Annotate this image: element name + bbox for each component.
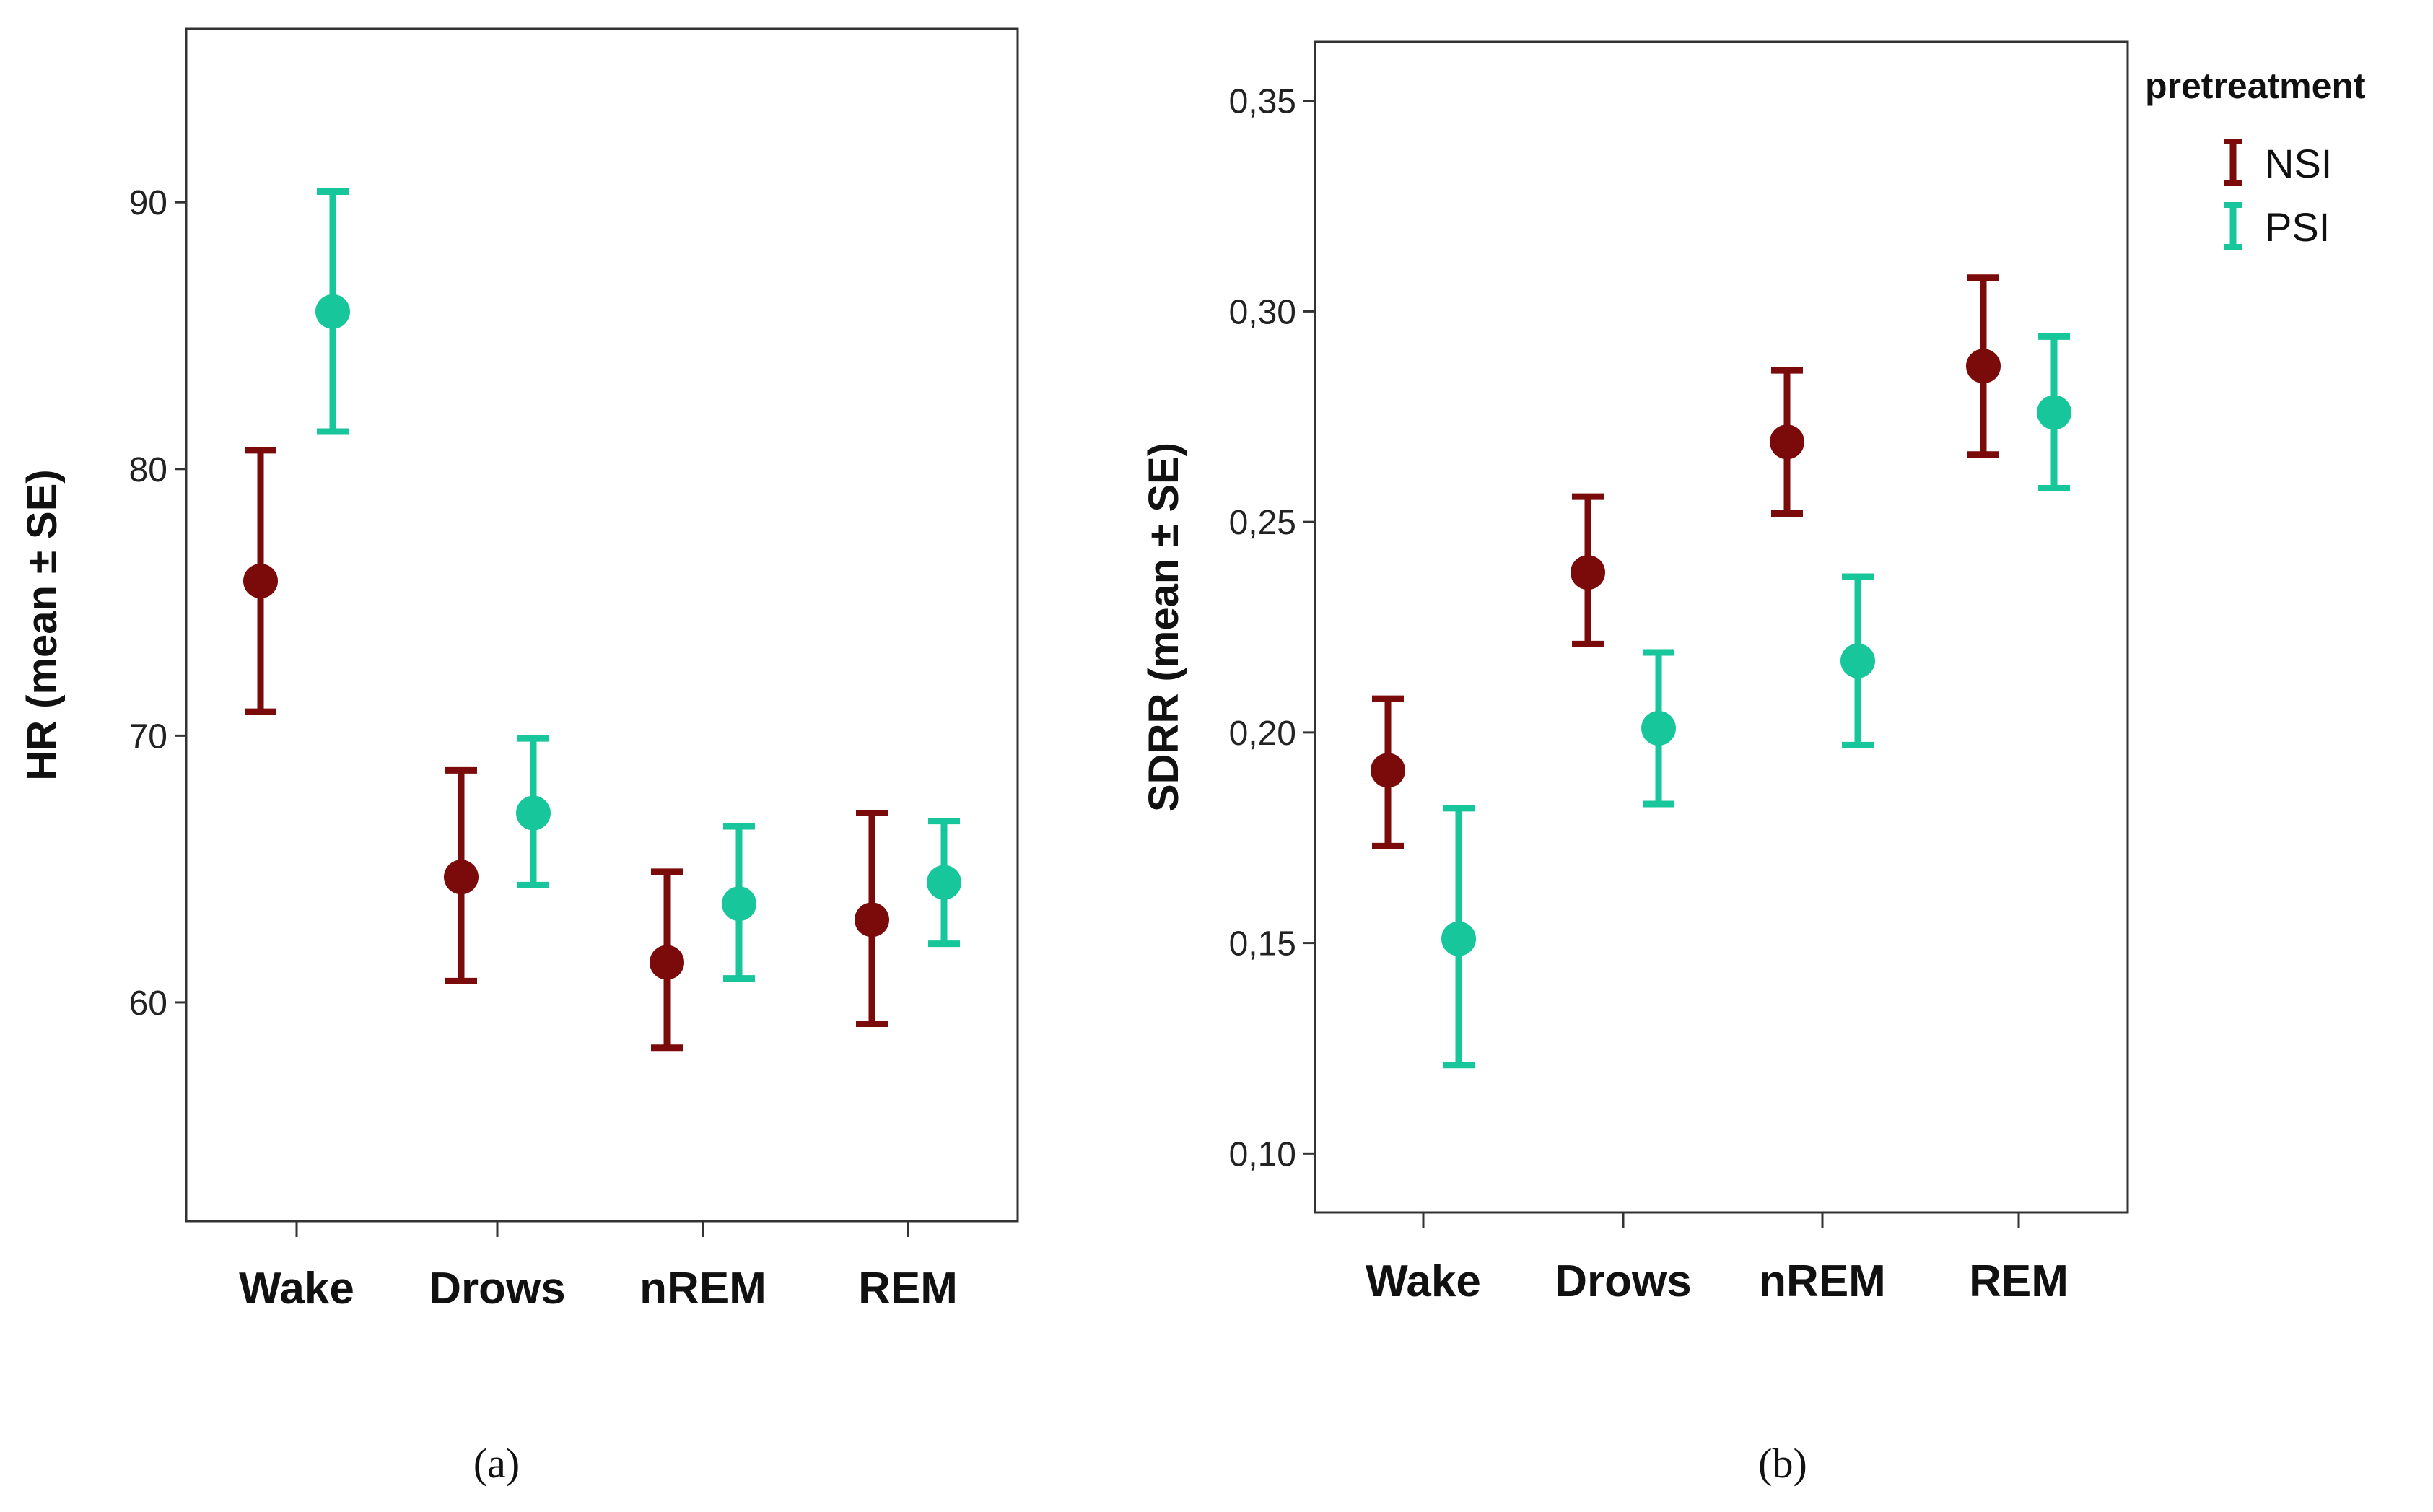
x-category-label: Drows xyxy=(429,1264,565,1314)
mean-point xyxy=(650,945,684,980)
y-tick-label: 0,10 xyxy=(1229,1135,1296,1174)
mean-point xyxy=(315,294,350,329)
legend-item-nsi: NSI xyxy=(2224,139,2332,186)
legend-label: PSI xyxy=(2265,204,2330,250)
series-psi xyxy=(1441,333,2071,1069)
y-tick-label: 0,20 xyxy=(1229,715,1296,753)
legend-title: pretreatment xyxy=(2145,66,2366,106)
y-tick-label: 0,25 xyxy=(1229,504,1296,542)
x-category-label: nREM xyxy=(639,1264,766,1314)
mean-point xyxy=(2037,395,2071,430)
plot-frame xyxy=(1314,40,2129,1214)
y-tick-label: 90 xyxy=(129,184,167,222)
panel-caption: (a) xyxy=(473,1440,520,1487)
mean-point xyxy=(855,902,889,938)
series-nsi xyxy=(243,447,889,1052)
mean-point xyxy=(1840,643,1875,678)
y-tick-label: 0,15 xyxy=(1229,925,1296,963)
mean-point xyxy=(1641,711,1676,746)
x-category-label: Drows xyxy=(1555,1257,1691,1306)
panel-caption: (b) xyxy=(1758,1440,1807,1487)
mean-point xyxy=(1571,555,1605,590)
panel-b-sdrr-chart: 0,10 0,15 0,20 0,25 0,30 0,35 Wake Drows nREM REM… xyxy=(1140,40,2129,1487)
y-tick-label: 70 xyxy=(129,717,167,756)
panel-a-hr-chart: 60 70 80 90 Wake Drows nREM REM HR (mean ± SE) (a… xyxy=(19,27,1019,1487)
series-nsi xyxy=(1371,274,2001,849)
mean-point xyxy=(1966,349,2001,384)
legend-item-psi: PSI xyxy=(2224,202,2330,250)
series-psi xyxy=(315,188,961,982)
mean-point xyxy=(444,860,479,895)
mean-point xyxy=(516,795,551,831)
x-category-label: Wake xyxy=(1366,1257,1481,1306)
mean-point xyxy=(722,886,756,922)
plot-frame xyxy=(185,27,1019,1223)
legend: pretreatment NSI PSI xyxy=(2145,66,2366,250)
mean-point xyxy=(927,865,961,900)
y-tick-label: 60 xyxy=(129,984,167,1023)
x-category-label: nREM xyxy=(1759,1257,1886,1306)
y-axis-title: HR (mean ± SE) xyxy=(19,469,66,780)
x-category-label: REM xyxy=(858,1264,958,1314)
y-axis-title: SDRR (mean ± SE) xyxy=(1140,442,1187,812)
legend-label: NSI xyxy=(2265,141,2332,186)
mean-point xyxy=(243,564,278,599)
mean-point xyxy=(1371,753,1405,788)
y-tick-label: 0,35 xyxy=(1229,83,1296,121)
y-tick-label: 0,30 xyxy=(1229,293,1296,331)
y-tick-label: 80 xyxy=(129,451,167,489)
x-category-label: Wake xyxy=(239,1264,354,1314)
mean-point xyxy=(1441,921,1476,956)
mean-point xyxy=(1770,424,1804,460)
x-category-label: REM xyxy=(1969,1257,2069,1306)
